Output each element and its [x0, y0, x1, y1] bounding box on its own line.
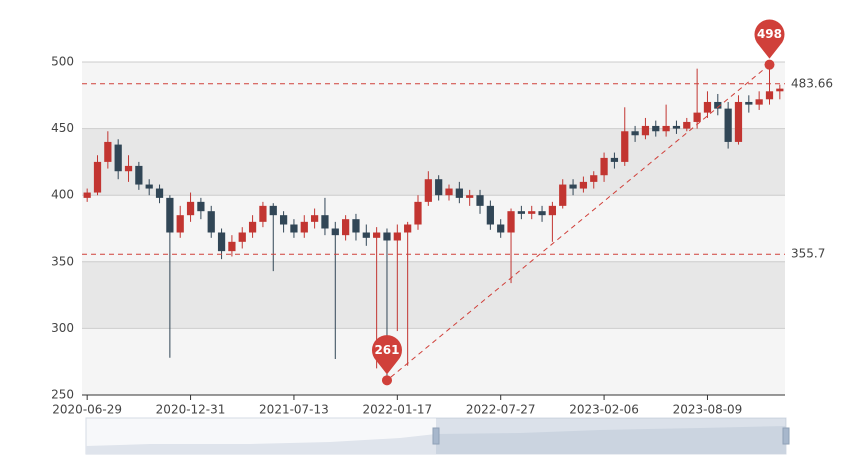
candle-body	[548, 205, 557, 216]
candle-body	[569, 184, 577, 189]
mark-point-label: 261	[374, 343, 399, 357]
candle-body	[300, 221, 308, 233]
candle-body	[765, 91, 774, 100]
candle-body	[176, 215, 184, 233]
x-tick-label: 2023-08-09	[673, 403, 743, 417]
candle-body	[279, 215, 288, 225]
candle-body	[104, 141, 112, 162]
candle-body	[331, 228, 339, 236]
mark-point-dot	[381, 375, 392, 386]
candle-body	[683, 121, 691, 129]
candle-body	[414, 201, 422, 225]
y-tick-label: 250	[51, 388, 74, 402]
x-tick-label: 2020-06-29	[52, 403, 122, 417]
candle-body	[197, 201, 205, 212]
candle-body	[600, 157, 608, 176]
candle-body	[186, 201, 195, 216]
candle-body	[755, 99, 763, 105]
x-tick-label: 2021-07-13	[259, 403, 329, 417]
candle-body	[248, 221, 257, 233]
x-tick-label: 2022-07-27	[466, 403, 536, 417]
candle-body	[455, 188, 463, 198]
mark-line-label: 355.7	[791, 247, 825, 261]
zoom-window[interactable]	[436, 418, 786, 454]
candle-body	[238, 232, 246, 242]
y-tick-label: 400	[51, 188, 74, 202]
y-tick-label: 350	[51, 254, 74, 268]
candle-body	[445, 188, 453, 196]
mark-point-dot	[764, 59, 775, 70]
candle-body	[517, 211, 525, 214]
candle-body	[269, 205, 277, 216]
candle-body	[714, 101, 722, 109]
candle-body	[207, 211, 215, 233]
x-tick-label: 2023-02-06	[569, 403, 639, 417]
candle-body	[145, 184, 153, 189]
candle-body	[724, 108, 732, 142]
candle-body	[621, 131, 629, 162]
zoom-handle[interactable]	[432, 427, 440, 445]
candle-body	[672, 125, 681, 129]
candle-body	[290, 224, 298, 233]
candle-body	[662, 125, 670, 132]
candle-body	[135, 165, 143, 185]
candle-body	[528, 211, 536, 214]
candle-body	[217, 232, 226, 252]
candle-body	[155, 188, 164, 198]
candle-body	[83, 192, 91, 198]
zoom-handle[interactable]	[782, 427, 790, 445]
candle-body	[652, 125, 660, 132]
candle-body	[124, 165, 133, 172]
split-area	[82, 128, 785, 196]
x-tick-label: 2022-01-17	[362, 403, 432, 417]
candle-body	[776, 88, 784, 92]
candle-body	[383, 232, 391, 241]
candle-body	[486, 205, 494, 225]
candle-body	[590, 175, 598, 182]
candle-body	[631, 131, 639, 136]
x-tick-label: 2020-12-31	[156, 403, 226, 417]
candle-body	[734, 101, 743, 142]
candle-body	[259, 205, 267, 222]
candle-body	[114, 144, 122, 172]
candle-body	[362, 232, 370, 238]
candle-body	[641, 125, 650, 136]
candle-body	[310, 215, 319, 222]
candle-body	[342, 219, 350, 236]
candle-body	[703, 101, 712, 113]
mark-point-pin	[754, 19, 785, 59]
y-tick-label: 500	[51, 55, 74, 69]
candle-body	[166, 197, 174, 233]
candle-body	[559, 184, 567, 206]
data-zoom	[85, 417, 790, 455]
candle-body	[538, 211, 546, 216]
candle-body	[745, 101, 753, 105]
trend-line	[386, 64, 770, 381]
candle-body	[435, 179, 443, 196]
candle-body	[352, 219, 360, 233]
split-area	[82, 261, 785, 329]
candle-body	[393, 232, 401, 241]
y-tick-label: 300	[51, 321, 74, 335]
candle-body	[424, 179, 432, 202]
candle-body	[466, 195, 474, 198]
mark-line-label: 483.66	[791, 76, 833, 90]
candle-body	[93, 161, 102, 193]
split-area	[82, 62, 785, 129]
candle-body	[610, 157, 619, 162]
mark-point-pin	[371, 335, 402, 375]
candle-body	[693, 112, 701, 122]
candle-body	[476, 195, 484, 206]
candle-body	[579, 181, 588, 189]
candle-body	[497, 224, 505, 233]
candle-body	[404, 224, 412, 233]
mark-point-label: 498	[757, 27, 782, 41]
split-area	[82, 328, 785, 395]
candle-body	[507, 211, 515, 233]
candle-body	[373, 232, 381, 238]
y-tick-label: 450	[51, 121, 74, 135]
candle-body	[228, 241, 236, 252]
candle-body	[321, 215, 329, 229]
